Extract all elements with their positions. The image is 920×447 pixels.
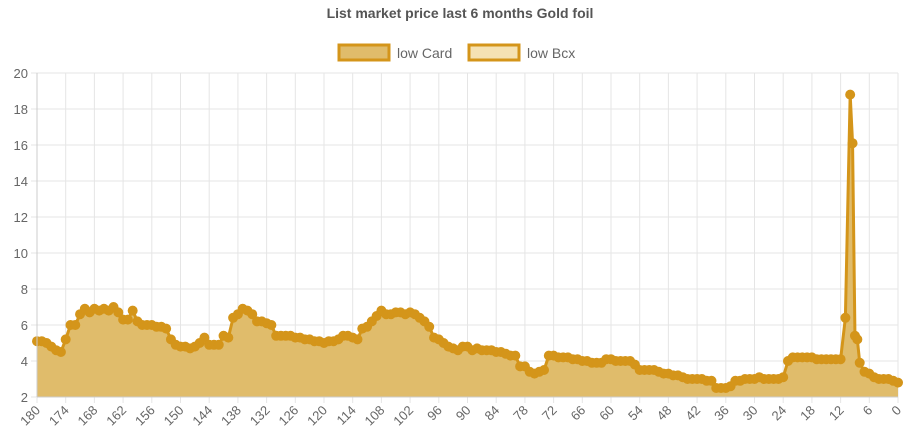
data-point[interactable] — [852, 334, 863, 345]
legend-item[interactable]: low Bcx — [467, 43, 575, 62]
x-tick-label: 72 — [539, 403, 560, 424]
data-point[interactable] — [845, 89, 856, 100]
legend-item[interactable]: low Card — [337, 43, 452, 62]
data-point[interactable] — [539, 365, 550, 375]
x-tick-label: 78 — [510, 403, 531, 424]
data-point[interactable] — [706, 375, 717, 386]
x-tick-label: 168 — [75, 403, 101, 429]
x-tick-label: 102 — [390, 403, 416, 429]
legend-label: low Bcx — [527, 45, 575, 61]
data-point[interactable] — [113, 307, 124, 318]
y-tick-label: 18 — [14, 102, 28, 117]
x-tick-label: 36 — [711, 403, 732, 424]
data-point[interactable] — [161, 323, 172, 334]
data-point[interactable] — [60, 334, 71, 345]
x-tick-label: 126 — [275, 403, 301, 429]
x-tick-label: 96 — [424, 403, 445, 424]
x-tick-label: 120 — [304, 403, 330, 429]
x-tick-label: 0 — [888, 403, 904, 419]
data-point[interactable] — [247, 309, 258, 320]
x-tick-label: 6 — [860, 403, 876, 419]
data-point[interactable] — [893, 377, 903, 388]
data-point[interactable] — [847, 138, 858, 149]
x-tick-label: 66 — [568, 403, 589, 424]
y-tick-label: 20 — [14, 66, 28, 81]
x-tick-label: 114 — [334, 403, 359, 428]
legend-swatch — [337, 43, 391, 62]
x-tick-label: 156 — [132, 403, 158, 429]
data-point[interactable] — [840, 312, 851, 323]
x-tick-label: 60 — [596, 403, 617, 424]
x-tick-label: 54 — [625, 403, 646, 424]
y-tick-label: 10 — [14, 246, 28, 261]
x-tick-label: 144 — [189, 403, 215, 429]
legend[interactable]: low Card low Bcx — [337, 43, 575, 62]
x-tick-label: 84 — [481, 403, 502, 424]
legend-label: low Card — [397, 45, 452, 61]
data-point[interactable] — [778, 372, 789, 383]
chart-title: List market price last 6 months Gold foi… — [327, 5, 594, 21]
y-tick-label: 8 — [21, 282, 28, 297]
x-tick-label: 24 — [768, 403, 789, 424]
data-point[interactable] — [55, 347, 66, 357]
data-point[interactable] — [510, 350, 521, 361]
y-tick-label: 12 — [14, 210, 28, 225]
data-point[interactable] — [223, 332, 234, 343]
y-tick-label: 6 — [21, 318, 28, 333]
y-tick-label: 4 — [21, 354, 28, 369]
y-tick-label: 16 — [14, 138, 28, 153]
y-tick-label: 14 — [14, 174, 28, 189]
data-point[interactable] — [266, 320, 277, 330]
x-tick-label: 138 — [218, 403, 244, 429]
data-point[interactable] — [127, 305, 138, 316]
x-tick-label: 30 — [740, 403, 761, 424]
legend-swatch — [467, 43, 521, 62]
x-tick-label: 180 — [17, 403, 43, 429]
x-tick-label: 12 — [826, 403, 847, 424]
x-tick-label: 108 — [362, 403, 388, 429]
x-tick-label: 150 — [161, 403, 187, 429]
data-point[interactable] — [70, 320, 81, 330]
data-point[interactable] — [213, 339, 224, 350]
y-tick-label: 2 — [21, 390, 28, 405]
x-tick-label: 174 — [46, 403, 72, 429]
x-tick-label: 42 — [682, 403, 703, 424]
data-point[interactable] — [424, 321, 435, 332]
data-point[interactable] — [854, 357, 865, 368]
x-tick-label: 132 — [247, 403, 273, 429]
x-tick-label: 18 — [797, 403, 818, 424]
x-tick-label: 90 — [453, 403, 474, 424]
data-point[interactable] — [199, 332, 210, 343]
data-point[interactable] — [835, 354, 846, 365]
series-points[interactable] — [32, 89, 903, 393]
x-tick-label: 162 — [103, 403, 129, 429]
x-tick-label: 48 — [654, 403, 675, 424]
data-point[interactable] — [352, 334, 363, 345]
data-point[interactable] — [122, 314, 133, 325]
